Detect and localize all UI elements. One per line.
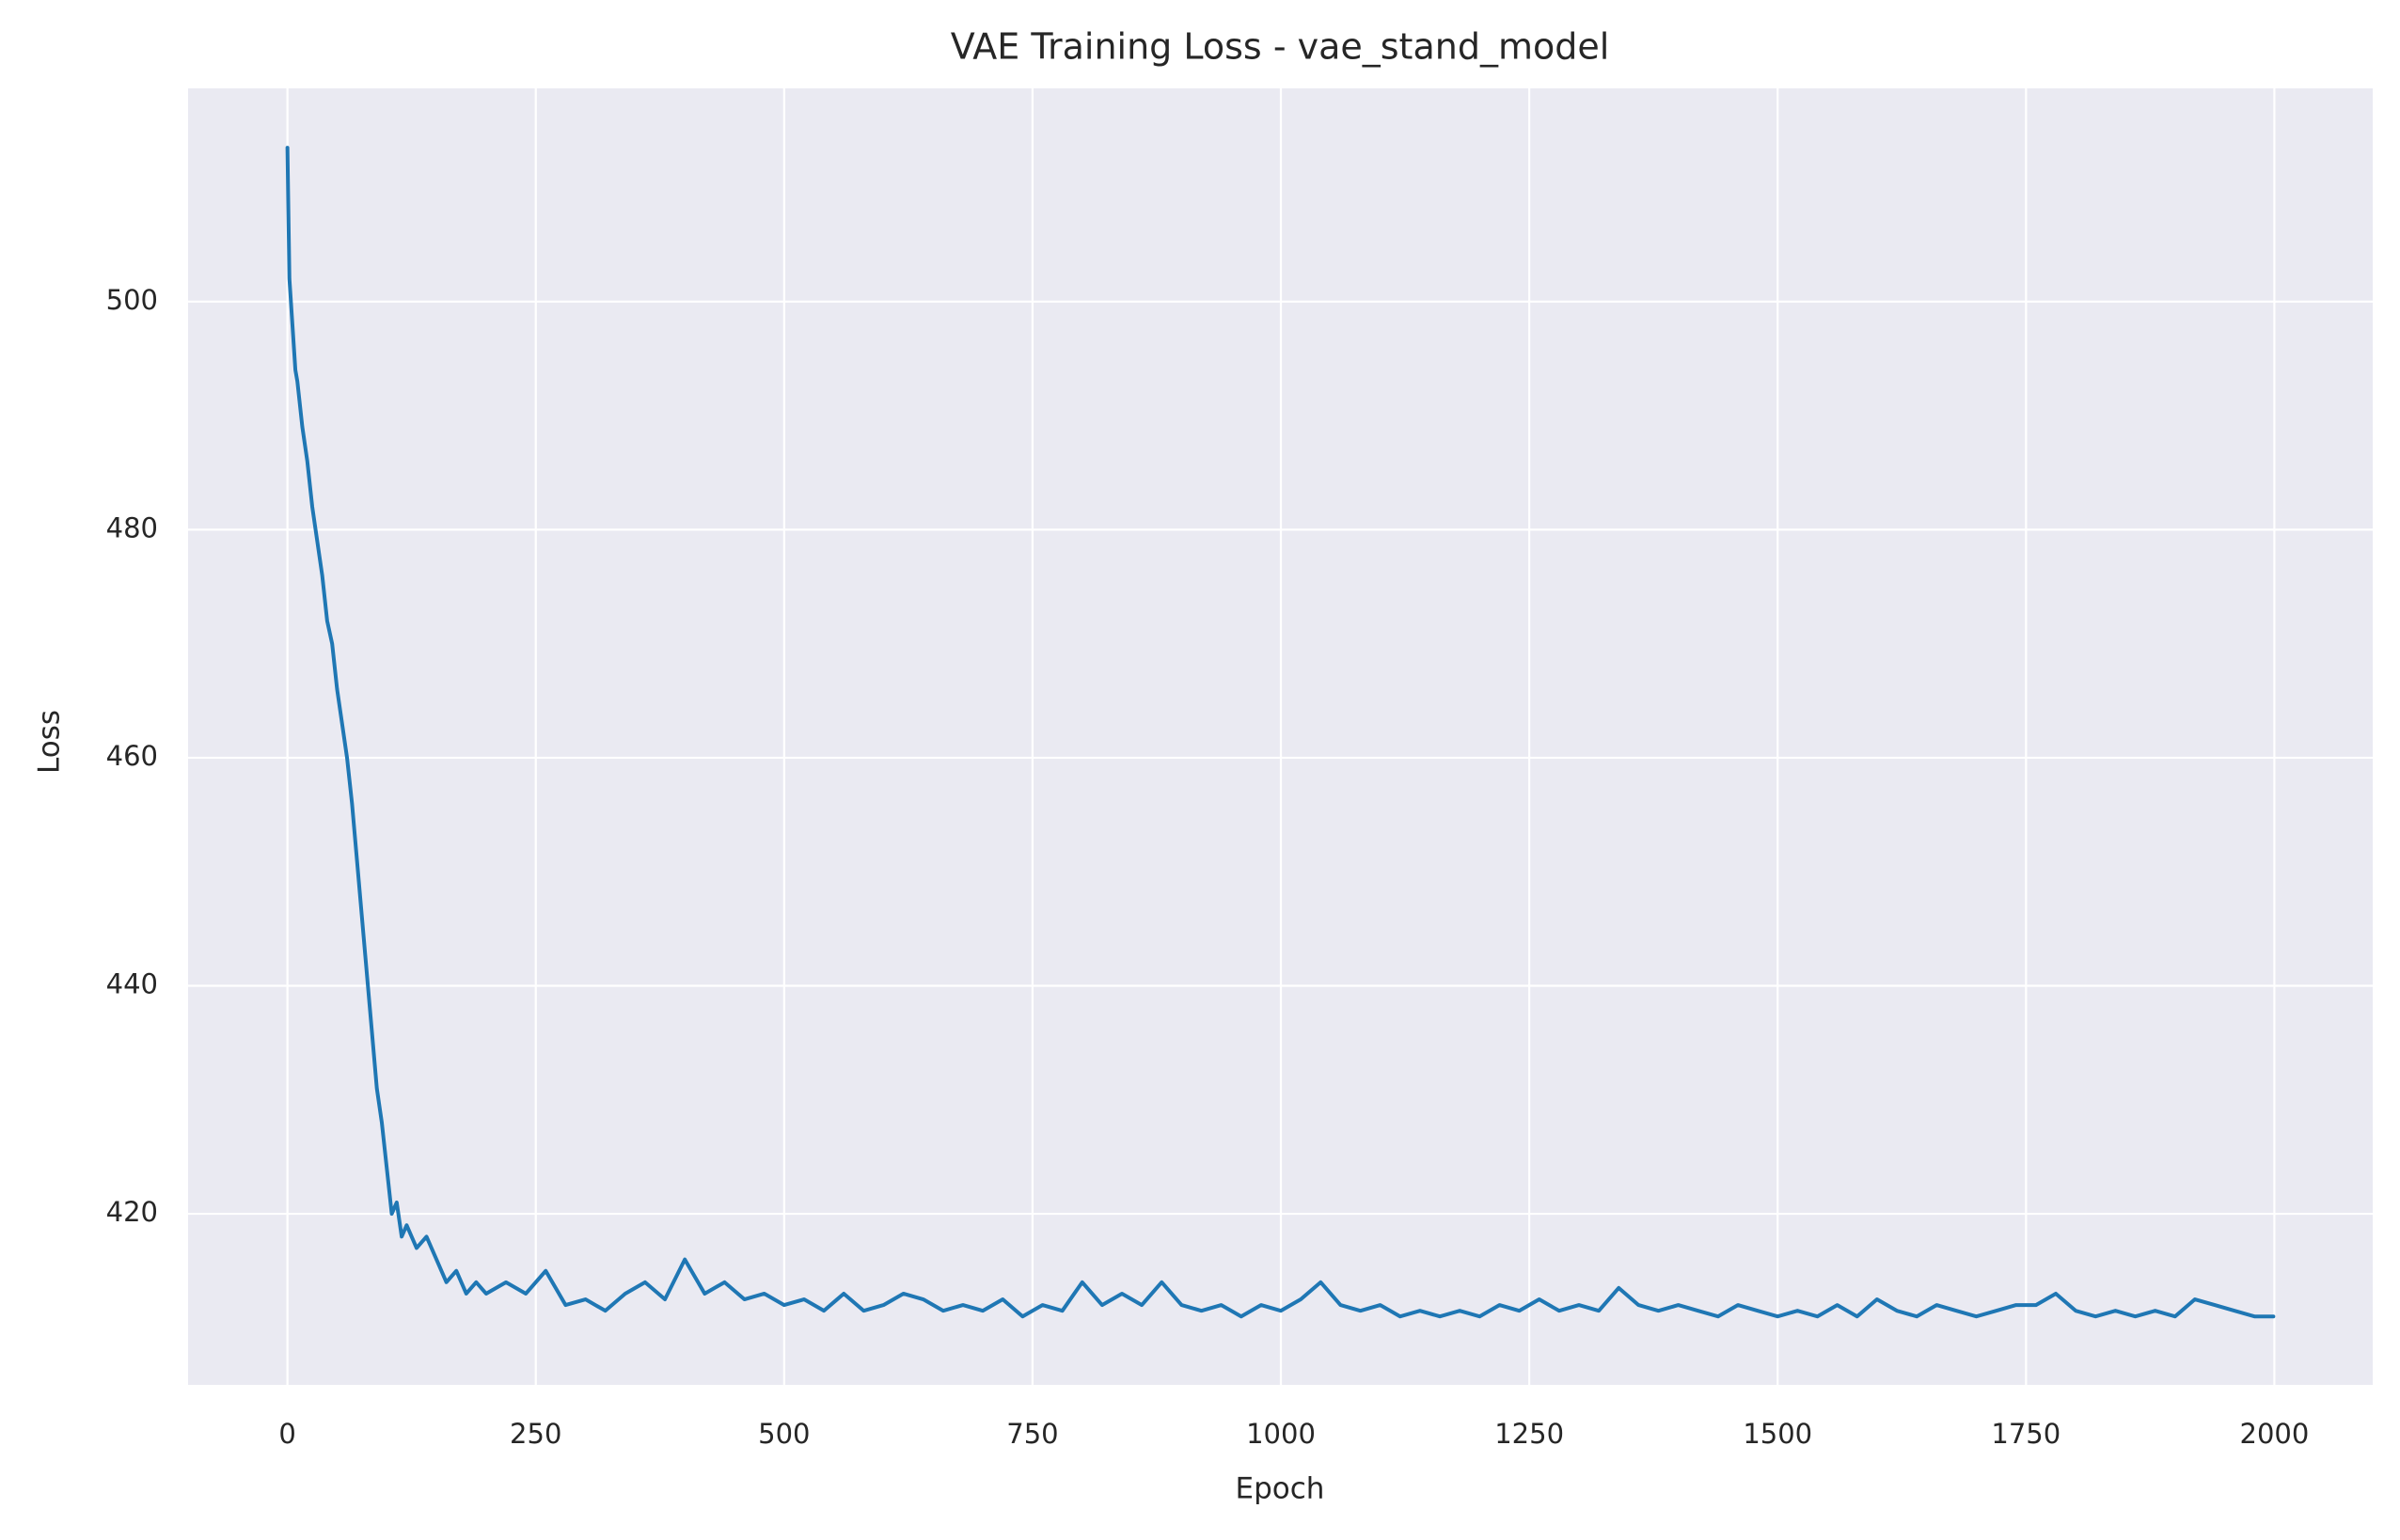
- y-tick-label: 420: [106, 1196, 158, 1228]
- y-tick-label: 460: [106, 740, 158, 772]
- x-tick-label: 1250: [1494, 1418, 1564, 1450]
- y-axis-label: Loss: [33, 710, 67, 774]
- x-tick-label: 2000: [2240, 1418, 2310, 1450]
- x-tick-label: 250: [510, 1418, 561, 1450]
- x-tick-label: 1500: [1743, 1418, 1812, 1450]
- y-tick-label: 500: [106, 284, 158, 316]
- loss-line: [285, 146, 2276, 1319]
- x-tick-label: 1750: [1991, 1418, 2061, 1450]
- x-axis-label: Epoch: [1236, 1472, 1325, 1506]
- y-tick-label: 480: [106, 511, 158, 543]
- x-tick-label: 500: [758, 1418, 810, 1450]
- chart-title: VAE Training Loss - vae_stand_model: [951, 26, 1610, 68]
- x-tick-label: 1000: [1246, 1418, 1316, 1450]
- x-tick-label: 0: [278, 1418, 295, 1450]
- x-tick-label: 750: [1006, 1418, 1058, 1450]
- y-tick-label: 440: [106, 968, 158, 1000]
